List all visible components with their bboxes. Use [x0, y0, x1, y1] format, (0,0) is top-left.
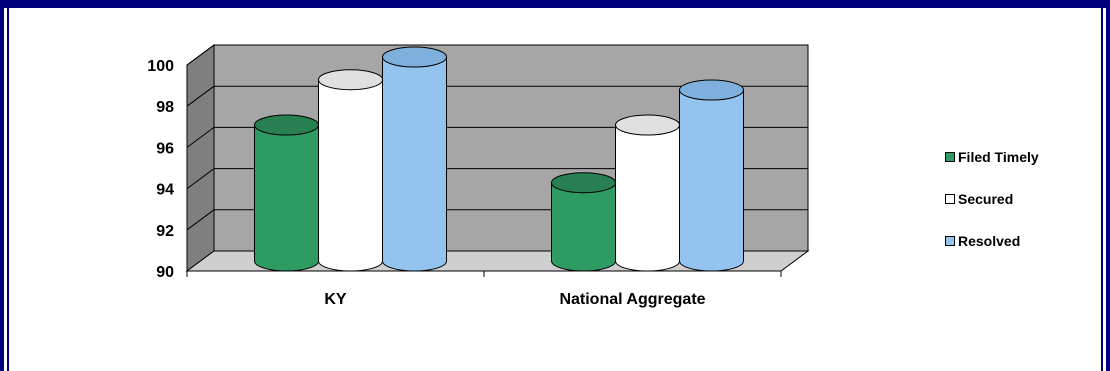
y-tick-label: 100: [147, 58, 174, 75]
y-tick-label: 96: [156, 140, 174, 157]
gridline-side: [186, 44, 215, 66]
cylinder-top: [254, 114, 319, 136]
y-tick-label: 94: [156, 182, 174, 199]
legend-swatch-filed-timely: [945, 151, 955, 162]
frame-border-top: [0, 0, 1110, 8]
legend-item-resolved: Resolved: [945, 230, 1095, 251]
legend-swatch-secured: [945, 193, 955, 204]
legend-label-secured: Secured: [958, 190, 1014, 207]
frame-border-left: [0, 0, 4, 371]
cylinder-top: [615, 114, 680, 136]
y-tick-label: 98: [156, 99, 174, 116]
chart-side-wall: [186, 44, 215, 272]
y-tick-label: 90: [156, 264, 174, 281]
cylinder-top: [382, 46, 447, 68]
frame-border-left-inner: [7, 8, 9, 371]
gridline-side: [186, 209, 215, 231]
cylinder-body: [382, 56, 447, 272]
gridline-side: [186, 85, 215, 107]
cylinder-body: [551, 182, 616, 272]
frame-border-right: [1106, 0, 1110, 371]
legend-item-secured: Secured: [945, 188, 1095, 209]
gridline-side: [186, 126, 215, 148]
x-category-label: KY: [324, 291, 347, 308]
frame-border-right-inner: [1101, 8, 1103, 371]
cylinder-body: [318, 79, 383, 272]
cylinder-top: [551, 172, 616, 194]
cylinder-body: [679, 89, 744, 272]
y-tick-label: 92: [156, 223, 174, 240]
legend-item-filed-timely: Filed Timely: [945, 146, 1095, 167]
cylinder-top: [679, 79, 744, 101]
legend-label-filed-timely: Filed Timely: [958, 148, 1039, 165]
x-category-label: National Aggregate: [559, 291, 705, 308]
gridline-side: [186, 168, 215, 190]
legend-label-resolved: Resolved: [958, 232, 1021, 249]
cylinder-body: [615, 124, 680, 272]
legend-swatch-resolved: [945, 235, 955, 246]
cylinder-body: [254, 124, 319, 272]
chart-legend: Filed Timely Secured Resolved: [945, 146, 1095, 272]
cylinder-top: [318, 69, 383, 91]
